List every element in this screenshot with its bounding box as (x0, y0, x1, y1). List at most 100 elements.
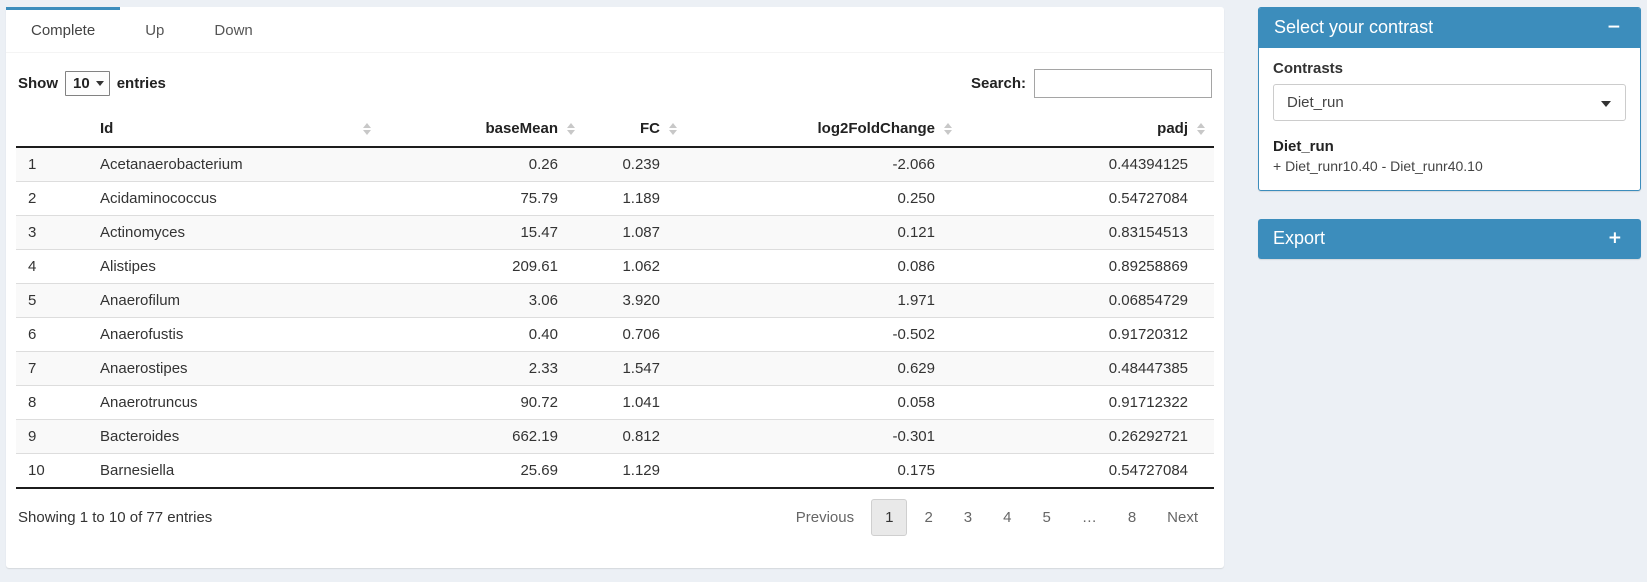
cell-rownum: 5 (16, 283, 88, 318)
contrast-panel-header: Select your contrast − (1259, 8, 1640, 48)
page-length-control: Show 10 entries (18, 71, 166, 96)
pagination-button-next[interactable]: Next (1167, 509, 1198, 526)
cell-id: Actinomyces (88, 215, 380, 250)
cell-padj: 0.06854729 (961, 283, 1214, 318)
cell-fc: 1.547 (584, 351, 686, 386)
cell-basemean: 0.26 (528, 156, 558, 173)
table-row[interactable]: 2 Acidaminococcus 75.79 1.189 0.250 0.5472708… (16, 181, 1214, 216)
column-header-padj[interactable]: padj (961, 112, 1214, 148)
cell-log2foldchange: -2.066 (892, 156, 935, 173)
contrast-select[interactable]: Diet_run (1273, 84, 1626, 121)
cell-log2foldchange: 0.058 (686, 385, 961, 420)
column-header-log2foldchange[interactable]: log2FoldChange (686, 112, 961, 148)
sort-icon (669, 123, 677, 135)
table-header: Id baseMean FC log2FoldChange padj (16, 112, 1214, 148)
table-row[interactable]: 6 Anaerofustis 0.40 0.706 -0.502 0.91720312 (16, 317, 1214, 352)
table-row[interactable]: 3 Actinomyces 15.47 1.087 0.121 0.83154513 (16, 215, 1214, 250)
table-row[interactable]: 4 Alistipes 209.61 1.062 0.086 0.89258869 (16, 249, 1214, 284)
cell-rownum: 6 (16, 317, 88, 352)
pagination-button-page-2[interactable]: 2 (924, 509, 933, 526)
cell-rownum: 10 (16, 453, 88, 488)
contrast-panel-title: Select your contrast (1274, 17, 1434, 37)
tab-down[interactable]: Down (214, 22, 253, 39)
cell-basemean: 75.79 (380, 181, 584, 216)
tab-complete[interactable]: Complete (6, 7, 121, 52)
cell-log2foldchange: 0.121 (686, 215, 961, 250)
cell-basemean: 15.47 (380, 215, 584, 250)
pagination: Previous 1 2 3 4 5 … 8 Next (779, 499, 1212, 536)
pagination-button-page-1[interactable]: 1 (871, 499, 908, 536)
tab-up[interactable]: Up (145, 22, 165, 39)
results-table: Id baseMean FC log2FoldChange padj 1 Acetanae… (16, 112, 1214, 489)
select-caret-icon (95, 81, 104, 86)
pagination-button-previous[interactable]: Previous (795, 509, 855, 526)
pagination-button-ellipsis: … (1081, 509, 1097, 526)
chevron-down-icon (1601, 101, 1611, 107)
cell-padj: 0.54727084 (961, 453, 1214, 488)
contrast-detail: Diet_run + Diet_runr10.40 - Diet_runr40.… (1273, 138, 1626, 174)
cell-basemean: 2.33 (380, 351, 584, 386)
cell-log2foldchange: 0.086 (686, 249, 961, 284)
contrast-select-value: Diet_run (1287, 94, 1344, 111)
cell-id: Anaerotruncus (88, 385, 380, 420)
cell-rownum: 8 (16, 385, 88, 420)
table-row[interactable]: 7 Anaerostipes 2.33 1.547 0.629 0.48447385 (16, 351, 1214, 386)
cell-padj: 0.44394125 (1108, 156, 1188, 173)
table-row[interactable]: 8 Anaerotruncus 90.72 1.041 0.058 0.91712322 (16, 385, 1214, 420)
pagination-button-page-3[interactable]: 3 (963, 509, 973, 526)
cell-padj: 0.91712322 (961, 385, 1214, 420)
cell-basemean: 25.69 (380, 453, 584, 488)
table-panel: Show 10 entries Search: Id baseMean FC log2… (6, 53, 1224, 550)
column-header-fc[interactable]: FC (584, 112, 686, 148)
table-row[interactable]: 10 Barnesiella 25.69 1.129 0.175 0.54727084 (16, 453, 1214, 488)
cell-fc: 1.087 (584, 215, 686, 250)
cell-fc: 0.812 (584, 419, 686, 454)
show-label: Show (18, 75, 58, 92)
table-controls: Show 10 entries Search: (18, 69, 1212, 98)
contrast-detail-formula: + Diet_runr10.40 - Diet_runr40.10 (1273, 158, 1483, 174)
table-row[interactable]: 5 Anaerofilum 3.06 3.920 1.971 0.06854729 (16, 283, 1214, 318)
contrasts-label: Contrasts (1273, 60, 1344, 77)
sort-icon (944, 123, 952, 135)
cell-log2foldchange: 0.250 (686, 181, 961, 216)
table-footer: Showing 1 to 10 of 77 entries Previous 1 2… (16, 489, 1214, 550)
cell-padj: 0.26292721 (961, 419, 1214, 454)
cell-padj: 0.48447385 (961, 351, 1214, 386)
cell-log2foldchange: 1.971 (686, 283, 961, 318)
sidebar: Select your contrast − Contrasts Diet_ru… (1258, 7, 1641, 568)
cell-rownum: 9 (16, 419, 88, 454)
column-header-rownum (16, 112, 88, 148)
search-input[interactable] (1034, 69, 1212, 98)
export-panel-title: Export (1273, 228, 1326, 248)
cell-fc: 3.920 (584, 283, 686, 318)
cell-padj: 0.83154513 (961, 215, 1214, 250)
table-body: 1 Acetanaerobacterium 0.26 0.239 -2.066 0.443… (16, 147, 1214, 488)
cell-fc: 1.129 (584, 453, 686, 488)
expand-plus-icon[interactable]: + (1607, 228, 1622, 248)
search-label: Search: (970, 75, 1026, 92)
cell-padj: 0.91720312 (961, 317, 1214, 352)
cell-log2foldchange: -0.301 (686, 419, 961, 454)
pagination-button-page-4[interactable]: 4 (1003, 509, 1012, 526)
sort-icon (1197, 123, 1205, 135)
contrast-panel-body: Contrasts Diet_run Diet_run + Diet_runr1… (1259, 48, 1640, 190)
cell-basemean: 3.06 (380, 283, 584, 318)
contrast-panel: Select your contrast − Contrasts Diet_ru… (1258, 7, 1641, 191)
collapse-minus-icon[interactable]: − (1606, 17, 1621, 37)
table-info: Showing 1 to 10 of 77 entries (18, 509, 213, 526)
cell-fc: 1.062 (584, 249, 686, 284)
tab-bar: Complete Up Down (6, 7, 1224, 53)
column-header-id[interactable]: Id (88, 112, 380, 148)
cell-basemean: 90.72 (380, 385, 584, 420)
cell-id: Barnesiella (88, 453, 380, 488)
cell-log2foldchange: 0.175 (686, 453, 961, 488)
sort-icon (567, 123, 575, 135)
table-row[interactable]: 1 Acetanaerobacterium 0.26 0.239 -2.066 0.443… (16, 147, 1214, 182)
table-row[interactable]: 9 Bacteroides 662.19 0.812 -0.301 0.26292721 (16, 419, 1214, 454)
sort-icon (363, 123, 371, 135)
pagination-button-page-5[interactable]: 5 (1042, 509, 1051, 526)
page-length-select[interactable]: 10 (65, 71, 110, 96)
pagination-button-page-8[interactable]: 8 (1127, 509, 1137, 526)
cell-log2foldchange: 0.629 (686, 351, 961, 386)
column-header-basemean[interactable]: baseMean (380, 112, 584, 148)
